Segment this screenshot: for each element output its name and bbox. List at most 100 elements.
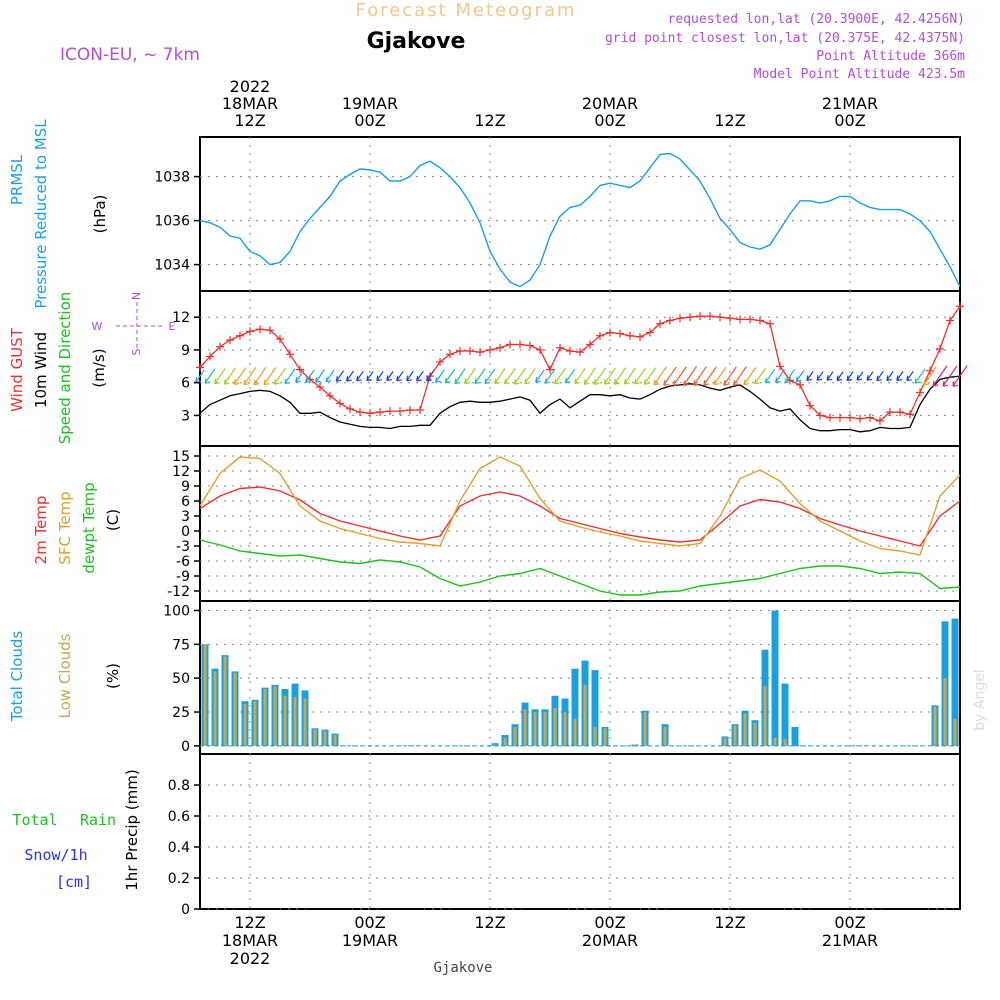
- wind-gust-point: [616, 329, 624, 338]
- wind-gust-point: [326, 391, 334, 400]
- cloud-low-bar: [943, 678, 947, 746]
- pressure-unit: (hPa): [91, 195, 109, 234]
- wind-direction-arrow: [816, 371, 824, 381]
- wind-gust-point: [286, 350, 294, 359]
- wind-direction-arrow: [435, 369, 445, 383]
- time-label-top: 20MAR: [582, 94, 638, 113]
- time-label-bottom: 21MAR: [822, 931, 878, 950]
- wind-direction-arrow: [376, 370, 384, 382]
- wind-direction-arrow: [613, 367, 627, 385]
- time-label-top: 2022: [230, 77, 271, 96]
- wind-direction-arrow: [233, 367, 247, 385]
- wind-gust-point: [506, 340, 514, 349]
- cloud-low-bar: [243, 703, 247, 746]
- wind-direction-arrow: [856, 371, 864, 381]
- wind-gust-point: [886, 408, 894, 417]
- wind-direction-arrow: [876, 370, 884, 382]
- cloud-low-bar: [283, 695, 287, 746]
- wind-gust-point: [866, 413, 874, 422]
- wind-gust-point: [656, 319, 664, 328]
- watermark: by Angel: [972, 669, 988, 730]
- wind-direction-arrow: [386, 371, 394, 382]
- wind-direction-arrow: [952, 365, 968, 387]
- cloud-low-bar: [743, 713, 747, 746]
- cloud-low-bar: [493, 744, 497, 746]
- y-tick-label: 0.2: [168, 871, 190, 887]
- time-label-bottom: 12Z: [234, 913, 265, 932]
- wind-gust-point: [266, 326, 274, 335]
- y-tick-label: 9: [181, 343, 190, 359]
- wind-10m-label: 10m Wind: [32, 332, 50, 408]
- y-tick-label: 12: [172, 464, 190, 480]
- wind-gust-point: [566, 347, 574, 356]
- temp-unit: (C): [104, 509, 122, 531]
- wind-gust-point: [756, 316, 764, 325]
- y-tick-label: 15: [172, 449, 190, 465]
- wind-direction-arrow: [723, 366, 737, 386]
- wind-gust-point: [776, 362, 784, 371]
- wind-direction-arrow: [366, 370, 374, 382]
- cloud-low-bar: [583, 684, 587, 746]
- wind-gust-point: [206, 352, 214, 361]
- y-tick-label: 0: [181, 739, 190, 755]
- wind-direction-arrow: [806, 371, 814, 382]
- y-tick-label: -9: [176, 569, 190, 585]
- y-tick-label: 100: [163, 603, 190, 619]
- chart-marks: [195, 152, 968, 747]
- precip-total-label: Total: [12, 811, 57, 829]
- wind-direction-arrow: [932, 365, 948, 387]
- wind-direction-arrow: [896, 371, 904, 382]
- wind-gust-point: [856, 414, 864, 423]
- y-tick-label: 12: [172, 310, 190, 326]
- cloud-low-bar: [213, 671, 217, 746]
- wind-unit: (m/s): [90, 348, 108, 387]
- cloud-total-bar: [571, 668, 579, 746]
- wind-gust-point: [946, 316, 954, 325]
- wind-gust-point: [436, 357, 444, 366]
- y-tick-label: 0: [181, 902, 190, 918]
- wind-direction-arrow: [214, 367, 226, 385]
- wind-gust-point: [626, 331, 634, 340]
- wind-direction-arrow: [682, 366, 697, 387]
- wind-direction-arrow: [454, 368, 466, 385]
- y-tick-label: 1034: [154, 258, 190, 274]
- wind-direction-arrow: [923, 366, 937, 386]
- y-tick-label: -6: [176, 554, 190, 570]
- cloud-total-label: Total Clouds: [8, 631, 26, 723]
- time-label-top: 00Z: [594, 111, 625, 130]
- wind-gust-point: [546, 365, 554, 374]
- cloud-low-bar: [753, 722, 757, 746]
- cloud-low-bar: [313, 729, 317, 746]
- cloud-low-bar: [723, 737, 727, 746]
- wind-gust-point: [576, 348, 584, 357]
- pressure-label-line2: Pressure Reduced to MSL: [32, 119, 50, 309]
- y-tick-label: 75: [172, 637, 190, 653]
- wind-direction-arrow: [535, 369, 545, 383]
- y-tick-label: 0: [181, 524, 190, 540]
- wind-direction-arrow: [295, 369, 305, 383]
- cloud-low-bar: [273, 686, 277, 746]
- model-label: ICON-EU, ~ 7km: [60, 45, 200, 65]
- wind-gust-point: [876, 416, 884, 425]
- wind-gust-point: [606, 328, 614, 337]
- wind-gust-point: [256, 325, 264, 334]
- cloud-low-bar: [573, 718, 577, 746]
- wind-gust-point: [366, 409, 374, 418]
- wind-direction-arrow: [284, 368, 296, 385]
- cloud-low-bar: [633, 744, 637, 746]
- wind-gust-point: [906, 410, 914, 419]
- wind-gust-point: [446, 350, 454, 359]
- precip-axis-label: 1hr Precip (mm): [123, 769, 141, 890]
- wind-direction-arrow: [263, 367, 277, 386]
- wind-gust-point: [846, 413, 854, 422]
- axis-ticks: 10341036103836912-12-9-6-303691215025507…: [154, 170, 960, 918]
- wind-gust-point: [496, 343, 504, 352]
- cloud-low-bar: [513, 726, 517, 746]
- wind-direction-arrow: [346, 370, 354, 382]
- cloud-low-bar: [933, 706, 937, 746]
- cloud-low-bar: [773, 737, 777, 746]
- wind-gust-point: [216, 342, 224, 351]
- wind-gust-point: [416, 405, 424, 414]
- wind-gust-point: [556, 343, 564, 352]
- cloud-low-bar: [503, 737, 507, 746]
